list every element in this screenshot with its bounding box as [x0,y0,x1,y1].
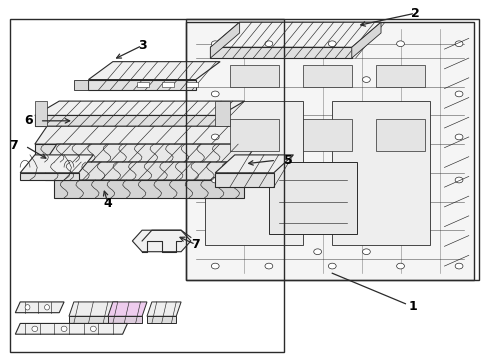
Polygon shape [132,230,190,252]
Ellipse shape [25,305,30,310]
Polygon shape [205,101,303,244]
Polygon shape [88,62,220,80]
Polygon shape [69,302,118,316]
Polygon shape [35,116,220,126]
Polygon shape [108,302,147,316]
Circle shape [211,91,219,97]
Polygon shape [210,47,351,58]
Circle shape [454,134,462,140]
Polygon shape [88,80,195,90]
Circle shape [396,41,404,46]
Circle shape [313,77,321,82]
Circle shape [211,263,219,269]
Bar [10,19,283,352]
Polygon shape [351,22,380,58]
Bar [229,65,278,87]
Bar [303,65,351,87]
Bar [35,101,47,126]
Circle shape [264,41,272,46]
Circle shape [454,41,462,46]
Polygon shape [215,155,293,173]
Bar [375,65,424,87]
Circle shape [362,249,369,255]
Polygon shape [147,316,176,323]
Circle shape [454,91,462,97]
Polygon shape [20,173,79,180]
Polygon shape [15,323,127,334]
Polygon shape [35,126,256,144]
Circle shape [362,77,369,82]
Bar [137,82,149,87]
Ellipse shape [32,326,38,332]
Text: 3: 3 [138,39,146,52]
Circle shape [264,263,272,269]
Text: 6: 6 [24,114,32,127]
Bar [185,19,478,280]
Text: 5: 5 [283,154,292,167]
Ellipse shape [44,305,49,310]
Polygon shape [74,80,88,90]
Polygon shape [210,22,380,47]
Circle shape [396,263,404,269]
Polygon shape [20,155,93,173]
Polygon shape [44,144,256,162]
Polygon shape [15,302,64,313]
Bar [185,82,198,87]
Polygon shape [210,22,239,58]
Polygon shape [44,162,244,180]
Text: 7: 7 [191,238,200,251]
Text: 1: 1 [407,300,416,313]
Text: 7: 7 [9,139,18,152]
Polygon shape [268,162,356,234]
Text: 4: 4 [103,197,112,210]
Polygon shape [35,144,244,162]
Polygon shape [185,22,473,280]
Polygon shape [54,180,244,198]
Ellipse shape [61,326,67,332]
Circle shape [454,177,462,183]
Polygon shape [69,316,113,323]
Bar [161,82,173,87]
Circle shape [410,77,418,82]
Circle shape [313,249,321,255]
Polygon shape [54,162,256,180]
Polygon shape [331,101,429,244]
Circle shape [211,134,219,140]
Circle shape [328,263,335,269]
Circle shape [328,41,335,46]
Polygon shape [215,173,273,187]
Bar [303,119,351,151]
Bar [375,119,424,151]
Bar [229,119,278,151]
Ellipse shape [90,326,96,332]
Polygon shape [35,101,244,116]
Circle shape [211,177,219,183]
Text: 2: 2 [410,7,419,20]
Bar [215,101,229,126]
Circle shape [211,41,219,46]
Circle shape [454,263,462,269]
Polygon shape [108,316,142,323]
Polygon shape [147,302,181,316]
